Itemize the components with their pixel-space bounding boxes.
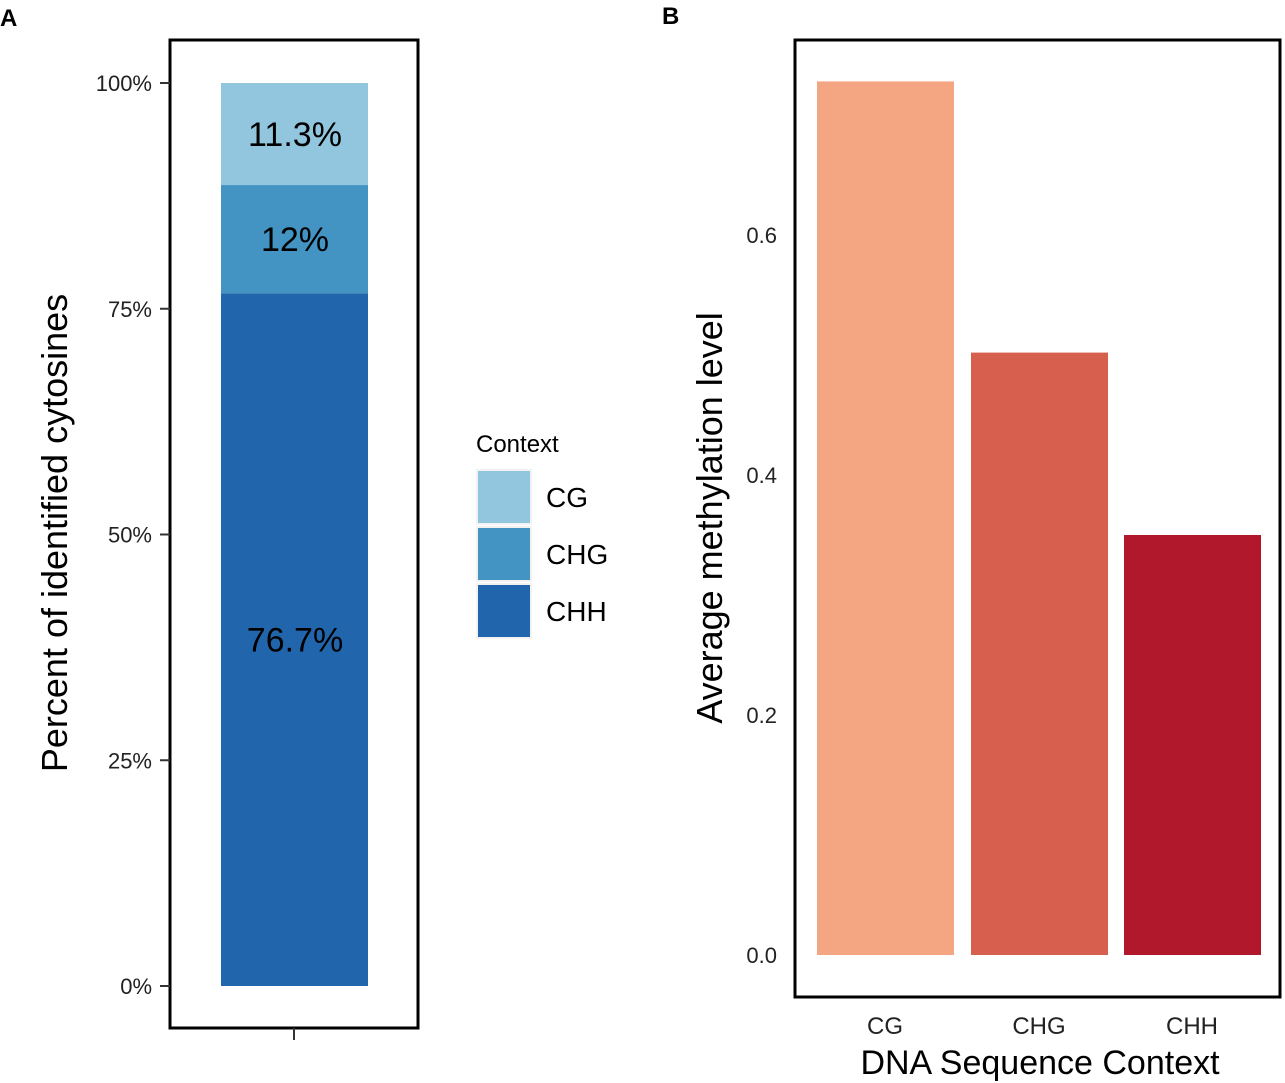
y-tick-label: 0% xyxy=(120,974,152,999)
y-tick-label: 100% xyxy=(96,71,152,96)
y-tick-label: 50% xyxy=(108,523,152,548)
y-tick-label: 0.6 xyxy=(746,223,777,248)
bar-chg xyxy=(971,352,1108,956)
x-tick-label: CG xyxy=(867,1013,903,1040)
y-tick-label: 0.2 xyxy=(746,703,777,728)
bar-cg xyxy=(817,81,954,955)
bar-segment-cg xyxy=(221,83,368,186)
x-tick-label: CHG xyxy=(1012,1013,1065,1040)
legend-label: CHG xyxy=(546,539,608,570)
legend-swatch-chh xyxy=(476,583,532,639)
y-tick-label: 75% xyxy=(108,297,152,322)
y-axis-label: Percent of identified cytosines xyxy=(34,294,75,772)
y-tick-label: 0.4 xyxy=(746,463,777,488)
panel-b: 0.0 0.2 0.4 0.6 CG CHG CHH DNA Sequence Context… xyxy=(689,81,1261,1082)
y-tick-label: 0.0 xyxy=(746,943,777,968)
bar-segment-chh xyxy=(221,293,368,986)
legend-swatch-cg xyxy=(476,469,532,525)
panel-label-a: A xyxy=(0,5,17,32)
x-tick-label: CHH xyxy=(1166,1013,1218,1040)
bar-chh xyxy=(1124,535,1261,955)
panel-b-frame xyxy=(793,38,1282,999)
data-label: 12% xyxy=(261,221,329,259)
panel-a: 0% 25% 50% 75% 100% Percent of identified cyt… xyxy=(34,71,608,1040)
data-label: 76.7% xyxy=(247,622,343,660)
legend-label: CHH xyxy=(546,596,607,627)
x-axis-label: DNA Sequence Context xyxy=(860,1044,1220,1082)
y-tick-label: 25% xyxy=(108,748,152,773)
bar-segment-chg xyxy=(221,185,368,294)
data-label: 11.3% xyxy=(248,116,342,154)
legend-swatch-chg xyxy=(476,526,532,582)
y-axis-label: Average methylation level xyxy=(689,312,730,724)
panel-label-b: B xyxy=(662,3,679,30)
legend-label: CG xyxy=(546,482,588,513)
legend-title: Context xyxy=(476,431,559,458)
